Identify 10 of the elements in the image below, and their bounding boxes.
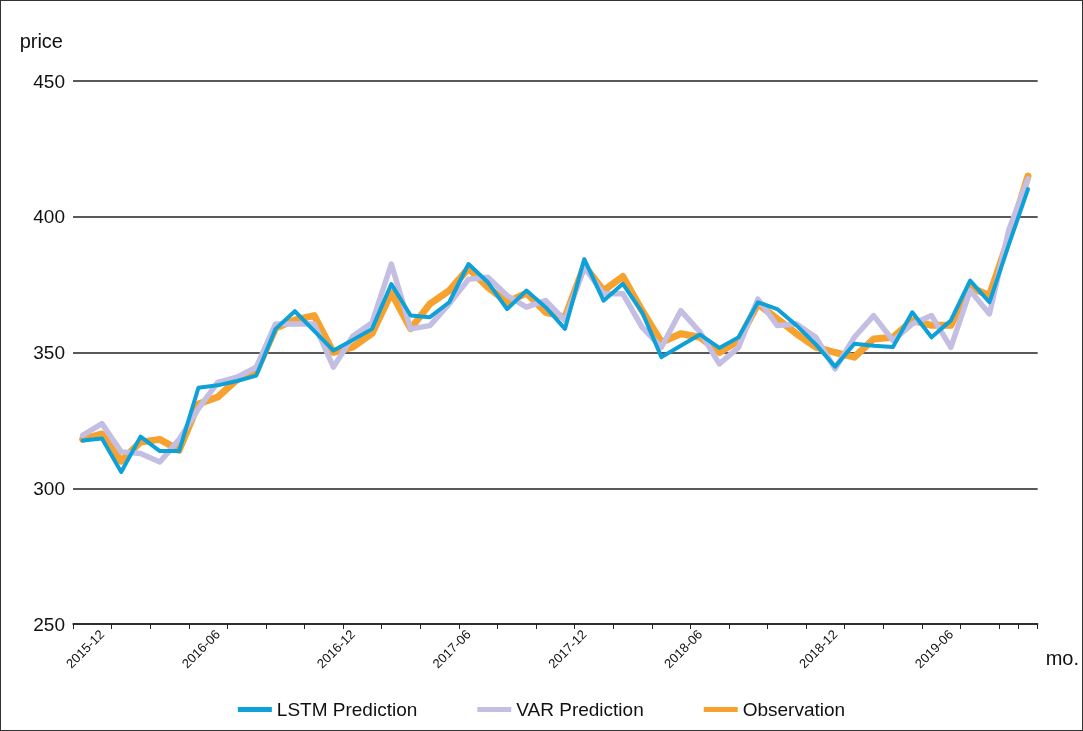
y-axis-title: price <box>19 30 63 52</box>
x-axis-title: mo. <box>1045 647 1079 669</box>
y-tick-label: 400 <box>33 206 65 228</box>
y-tick-label: 350 <box>33 342 65 363</box>
y-tick-label: 300 <box>33 477 65 499</box>
legend-label: VAR Prediction <box>516 699 644 720</box>
y-tick-label: 250 <box>33 613 65 635</box>
y-tick-label: 450 <box>33 70 65 92</box>
legend-label: LSTM Prediction <box>276 699 418 720</box>
legend-label: Observation <box>742 699 846 720</box>
